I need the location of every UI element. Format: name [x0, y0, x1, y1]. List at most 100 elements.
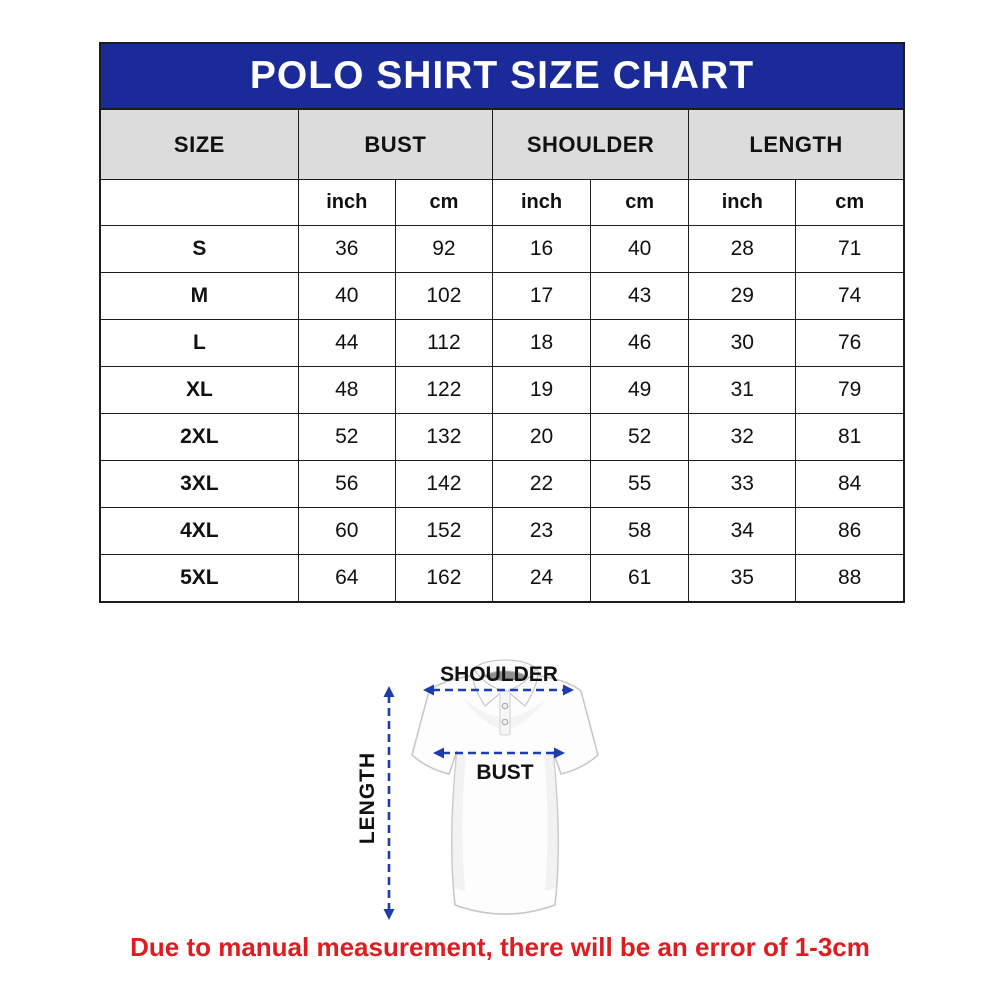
unit-header-shoulder-inch: inch	[491, 179, 592, 226]
value-cell: 112	[394, 319, 493, 367]
col-header-size: SIZE	[99, 108, 299, 180]
bust-arrowhead-left	[433, 747, 444, 759]
value-cell: 32	[688, 413, 797, 461]
value-cell: 142	[394, 460, 493, 508]
button-top	[501, 702, 509, 710]
bust-arrowhead-right	[554, 747, 565, 759]
value-cell: 34	[688, 507, 797, 555]
value-cell: 56	[297, 460, 396, 508]
value-cell: 48	[297, 366, 396, 414]
size-cell: M	[99, 272, 299, 320]
table-row-l: L 44 112 18 46 30 76	[99, 319, 905, 367]
size-cell: L	[99, 319, 299, 367]
value-cell: 33	[688, 460, 797, 508]
value-cell: 35	[688, 554, 797, 603]
value-cell: 22	[491, 460, 592, 508]
value-cell: 40	[297, 272, 396, 320]
unit-header-empty	[99, 179, 299, 226]
placket	[499, 690, 511, 736]
shoulder-arrowhead-left	[423, 684, 434, 696]
value-cell: 52	[590, 413, 690, 461]
value-cell: 102	[394, 272, 493, 320]
value-cell: 76	[795, 319, 905, 367]
value-cell: 61	[590, 554, 690, 603]
unit-header-bust-cm: cm	[394, 179, 493, 226]
value-cell: 40	[590, 225, 690, 273]
value-cell: 24	[491, 554, 592, 603]
length-arrowhead-bottom	[383, 909, 395, 920]
value-cell: 52	[297, 413, 396, 461]
shoulder-label: SHOULDER	[440, 663, 558, 686]
bust-label: BUST	[476, 761, 533, 784]
unit-header-length-cm: cm	[795, 179, 905, 226]
value-cell: 58	[590, 507, 690, 555]
unit-header-bust-inch: inch	[297, 179, 396, 226]
unit-header-length-inch: inch	[688, 179, 797, 226]
table-row-3xl: 3XL 56 142 22 55 33 84	[99, 460, 905, 508]
collar-flap-left	[471, 668, 505, 707]
value-cell: 49	[590, 366, 690, 414]
value-cell: 81	[795, 413, 905, 461]
chart-title-bar: POLO SHIRT SIZE CHART	[99, 42, 905, 108]
page-title: POLO SHIRT SIZE CHART	[249, 54, 755, 97]
shirt-shade-right	[544, 751, 558, 891]
value-cell: 46	[590, 319, 690, 367]
value-cell: 18	[491, 319, 592, 367]
table-row-5xl: 5XL 64 162 24 61 35 88	[99, 554, 905, 603]
shirt-shade-left	[452, 751, 466, 891]
value-cell: 71	[795, 225, 905, 273]
value-cell: 122	[394, 366, 493, 414]
unit-header-row: inch cm inch cm inch cm	[99, 179, 905, 226]
value-cell: 55	[590, 460, 690, 508]
value-cell: 17	[491, 272, 592, 320]
value-cell: 74	[795, 272, 905, 320]
value-cell: 132	[394, 413, 493, 461]
value-cell: 92	[394, 225, 493, 273]
value-cell: 36	[297, 225, 396, 273]
value-cell: 23	[491, 507, 592, 555]
value-cell: 152	[394, 507, 493, 555]
length-label: LENGTH	[356, 752, 379, 844]
table-row-4xl: 4XL 60 152 23 58 34 86	[99, 507, 905, 555]
size-cell: 2XL	[99, 413, 299, 461]
value-cell: 30	[688, 319, 797, 367]
length-arrowhead-top	[383, 686, 395, 697]
size-cell: XL	[99, 366, 299, 414]
value-cell: 88	[795, 554, 905, 603]
size-table: SIZE BUST SHOULDER LENGTH inch cm inch c…	[99, 108, 905, 603]
polo-shirt-illustration: SHOULDER BUST LENGTH	[356, 659, 599, 920]
value-cell: 64	[297, 554, 396, 603]
group-header-row: SIZE BUST SHOULDER LENGTH	[99, 108, 905, 180]
col-header-length: LENGTH	[688, 108, 905, 180]
value-cell: 84	[795, 460, 905, 508]
value-cell: 29	[688, 272, 797, 320]
shoulder-arrowhead-right	[563, 684, 574, 696]
value-cell: 60	[297, 507, 396, 555]
table-row-xl: XL 48 122 19 49 31 79	[99, 366, 905, 414]
value-cell: 44	[297, 319, 396, 367]
size-cell: 4XL	[99, 507, 299, 555]
value-cell: 86	[795, 507, 905, 555]
value-cell: 28	[688, 225, 797, 273]
value-cell: 79	[795, 366, 905, 414]
value-cell: 16	[491, 225, 592, 273]
table-row-2xl: 2XL 52 132 20 52 32 81	[99, 413, 905, 461]
size-cell: 5XL	[99, 554, 299, 603]
size-cell: 3XL	[99, 460, 299, 508]
unit-header-shoulder-cm: cm	[590, 179, 690, 226]
value-cell: 19	[491, 366, 592, 414]
col-header-bust: BUST	[297, 108, 493, 180]
table-row-s: S 36 92 16 40 28 71	[99, 225, 905, 273]
measurement-diagram: SHOULDER BUST LENGTH	[333, 638, 678, 938]
table-row-m: M 40 102 17 43 29 74	[99, 272, 905, 320]
value-cell: 20	[491, 413, 592, 461]
value-cell: 31	[688, 366, 797, 414]
size-cell: S	[99, 225, 299, 273]
size-chart: POLO SHIRT SIZE CHART SIZE BUST SHOULDER…	[99, 42, 905, 603]
value-cell: 162	[394, 554, 493, 603]
measurement-error-note: Due to manual measurement, there will be…	[130, 932, 870, 962]
col-header-shoulder: SHOULDER	[491, 108, 690, 180]
value-cell: 43	[590, 272, 690, 320]
button-bottom	[501, 718, 509, 726]
